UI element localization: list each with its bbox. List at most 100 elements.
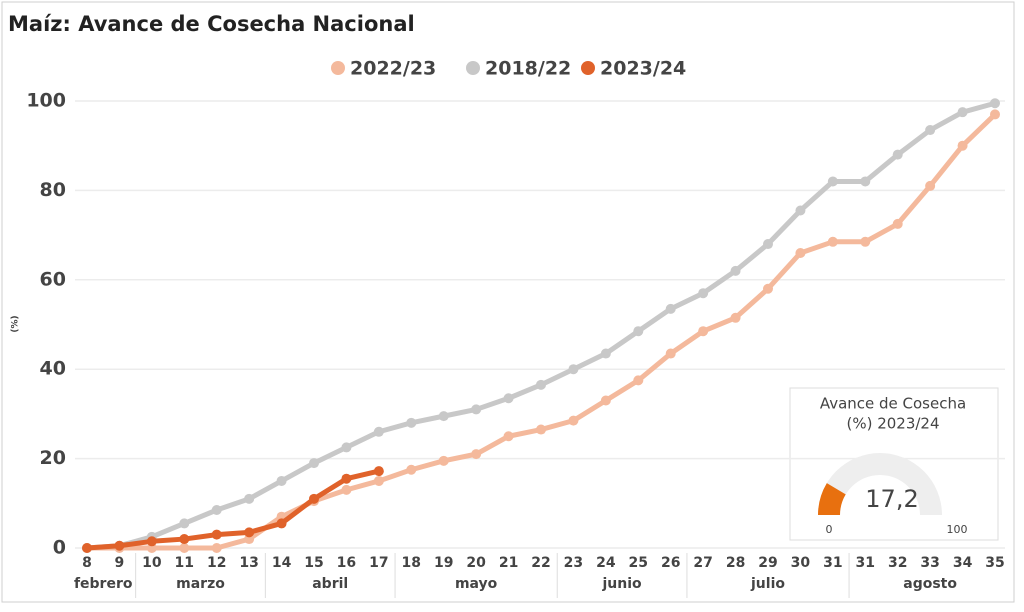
month-label: agosto xyxy=(903,576,957,592)
legend-label: 2018/22 xyxy=(485,58,571,80)
data-point xyxy=(244,493,255,504)
legend-marker xyxy=(466,61,480,75)
data-point xyxy=(568,415,579,426)
series-line xyxy=(84,468,382,551)
x-tick-label: 17 xyxy=(369,555,388,571)
data-point xyxy=(536,424,546,435)
x-tick-label: 22 xyxy=(531,555,550,571)
month-label: abril xyxy=(312,576,348,592)
x-tick-label: 20 xyxy=(466,555,486,571)
data-point xyxy=(600,395,611,406)
gauge-fill xyxy=(818,483,846,515)
x-tick-label: 11 xyxy=(175,555,194,571)
x-tick-label: 16 xyxy=(337,555,356,571)
y-tick-label: 20 xyxy=(40,447,66,469)
legend-label: 2023/24 xyxy=(600,58,686,80)
data-point xyxy=(503,431,514,442)
x-tick-label: 24 xyxy=(596,555,616,571)
data-point xyxy=(179,518,190,529)
data-point xyxy=(860,236,871,247)
data-point xyxy=(211,543,222,553)
data-point xyxy=(990,98,1000,109)
data-point xyxy=(763,283,773,294)
x-tick-label: 29 xyxy=(758,555,777,571)
data-point xyxy=(341,484,352,495)
y-tick-label: 60 xyxy=(40,268,66,290)
data-point xyxy=(795,247,806,258)
data-point xyxy=(763,239,773,250)
data-point xyxy=(698,288,709,299)
gauge-value: 17,2 xyxy=(865,485,918,513)
y-tick-label: 80 xyxy=(40,179,66,201)
data-point xyxy=(471,449,482,460)
x-tick-label: 18 xyxy=(402,555,421,571)
legend-marker xyxy=(581,61,595,75)
data-point xyxy=(406,464,417,475)
data-point xyxy=(276,475,287,486)
data-point xyxy=(925,125,936,136)
data-point xyxy=(730,312,741,323)
month-label: marzo xyxy=(176,576,225,592)
x-tick-label: 12 xyxy=(207,555,226,571)
data-point xyxy=(373,475,384,486)
legend-marker xyxy=(331,61,345,75)
x-tick-label: 19 xyxy=(434,555,453,571)
x-tick-label: 35 xyxy=(985,555,1004,571)
x-tick-label: 26 xyxy=(661,555,680,571)
data-point xyxy=(373,426,384,437)
data-point xyxy=(568,364,579,375)
x-tick-label: 30 xyxy=(791,555,811,571)
x-tick-label: 31 xyxy=(823,555,842,571)
x-tick-label: 34 xyxy=(953,555,973,571)
month-label: febrero xyxy=(74,576,133,592)
data-point xyxy=(957,107,968,118)
y-tick-label: 0 xyxy=(53,537,66,559)
data-point xyxy=(633,375,644,386)
x-tick-label: 13 xyxy=(239,555,258,571)
data-point xyxy=(892,218,903,229)
data-point xyxy=(892,149,903,160)
data-point xyxy=(503,393,514,404)
data-point xyxy=(211,505,222,516)
gauge-title: Avance de Cosecha xyxy=(820,395,966,413)
data-point xyxy=(665,303,676,314)
data-point xyxy=(146,536,157,547)
data-point xyxy=(827,176,838,187)
x-tick-label: 8 xyxy=(82,555,92,571)
x-tick-label: 15 xyxy=(304,555,323,571)
data-point xyxy=(536,379,546,390)
data-point xyxy=(600,348,611,359)
data-point xyxy=(438,411,449,422)
data-point xyxy=(114,540,125,551)
x-tick-label: 33 xyxy=(920,555,939,571)
data-point xyxy=(244,527,255,538)
y-tick-label: 100 xyxy=(26,90,66,112)
month-label: junio xyxy=(601,576,642,592)
x-tick-label: 25 xyxy=(629,555,648,571)
data-point xyxy=(665,348,676,359)
data-point xyxy=(211,529,222,540)
x-tick-label: 31 xyxy=(856,555,875,571)
x-tick-label: 10 xyxy=(142,555,162,571)
gauge-track xyxy=(818,453,942,515)
data-point xyxy=(990,109,1000,120)
gauge-max: 100 xyxy=(947,523,968,536)
data-point xyxy=(309,458,319,469)
x-tick-label: 27 xyxy=(693,555,712,571)
data-point xyxy=(698,326,709,337)
data-point xyxy=(82,543,92,553)
x-tick-label: 21 xyxy=(499,555,518,571)
data-point xyxy=(957,140,968,151)
y-tick-label: 40 xyxy=(40,358,66,380)
data-point xyxy=(179,543,190,553)
data-point xyxy=(179,534,190,545)
data-point xyxy=(860,176,871,187)
data-point xyxy=(827,236,838,247)
month-label: mayo xyxy=(455,576,498,592)
y-axis-label: (%) xyxy=(11,315,21,332)
data-point xyxy=(795,205,806,216)
x-tick-label: 32 xyxy=(888,555,907,571)
data-point xyxy=(633,326,644,337)
data-point xyxy=(730,265,741,276)
